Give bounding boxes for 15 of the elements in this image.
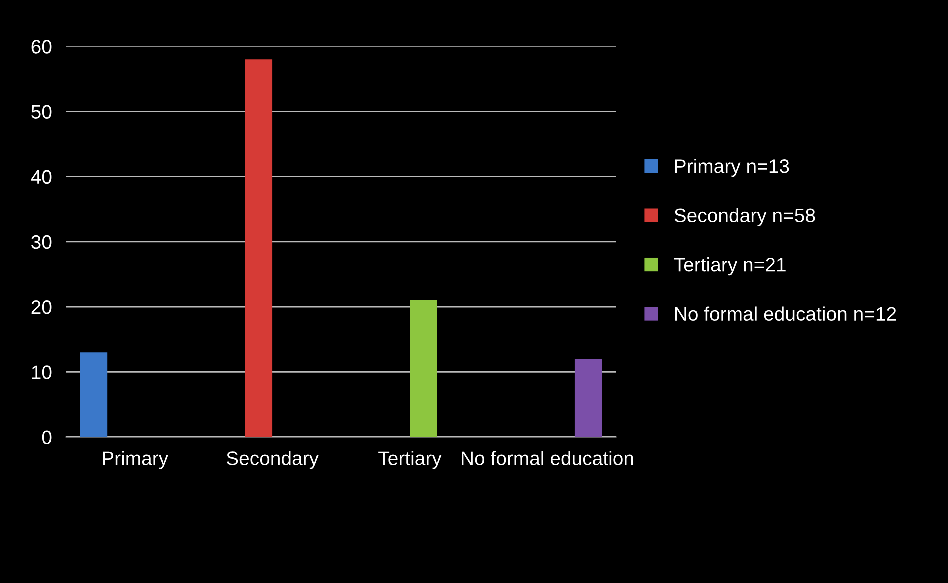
y-tick-label: 0 xyxy=(42,430,52,444)
y-tick-label: 10 xyxy=(32,366,52,380)
legend-label: Secondary n=58 xyxy=(674,208,816,226)
y-tick-label: 20 xyxy=(32,300,52,314)
y-tick-label: 50 xyxy=(32,105,52,119)
y-tick-label: 40 xyxy=(31,170,52,184)
legend-label: Primary n=13 xyxy=(675,159,790,178)
legend-label: No formal education n=12 xyxy=(675,306,896,322)
legend-label: Tertiary n=21 xyxy=(674,258,786,276)
x-tick-label: Primary xyxy=(103,451,169,470)
x-tick-label: Tertiary xyxy=(378,451,442,470)
y-tick-label: 30 xyxy=(32,235,52,250)
x-tick-label: No formal education xyxy=(462,451,634,466)
y-tick-label: 60 xyxy=(32,40,52,54)
x-tick-label: Secondary xyxy=(226,451,319,470)
